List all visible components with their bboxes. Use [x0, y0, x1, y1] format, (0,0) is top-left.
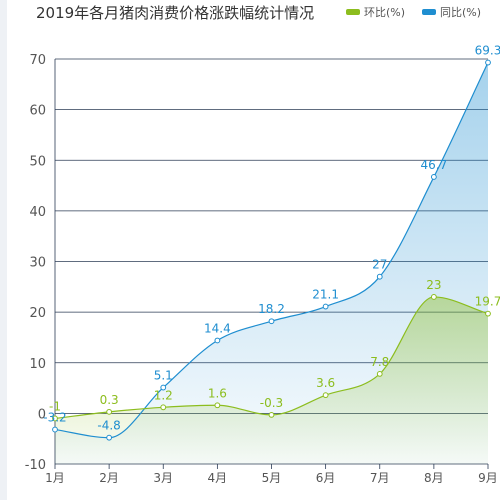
data-label-tb: 18.2: [258, 302, 285, 316]
data-point-tb: [160, 384, 167, 391]
y-tick-label: -10: [25, 458, 46, 473]
data-label-hb: 3.6: [316, 376, 335, 390]
data-label-tb: 14.4: [204, 321, 231, 335]
legend-item-hb[interactable]: 环比(%): [346, 4, 405, 20]
data-label-hb: 1.6: [208, 386, 227, 400]
x-tick-label: 9月: [478, 471, 498, 485]
data-label-tb: -3.2: [43, 411, 66, 425]
data-label-tb: 69.3: [475, 44, 500, 58]
legend-item-tb[interactable]: 同比(%): [422, 4, 481, 20]
data-point-tb: [52, 426, 58, 433]
data-point-hb: [106, 408, 113, 415]
y-tick-label: 60: [29, 104, 46, 119]
x-tick-label: 7月: [370, 471, 390, 485]
data-point-tb: [430, 174, 437, 180]
y-tick-label: 50: [29, 154, 46, 169]
x-tick-label: 2月: [99, 471, 119, 485]
legend-label-tb: 同比(%): [440, 6, 482, 19]
data-label-hb: 1.2: [154, 388, 173, 402]
y-tick-label: 20: [29, 306, 46, 321]
y-tick-label: 30: [29, 256, 46, 271]
data-label-tb: 46.7: [421, 158, 448, 172]
series-line-hb: [54, 296, 489, 420]
x-tick-label: 3月: [153, 471, 173, 485]
x-tick-label: 4月: [208, 471, 228, 485]
area-fill-tb: [55, 62, 488, 464]
data-label-hb: -1: [49, 399, 61, 413]
data-point-hb: [160, 404, 167, 411]
data-point-tb: [322, 303, 329, 310]
data-label-tb: -4.8: [97, 419, 120, 433]
legend-swatch-hb: [346, 9, 360, 15]
y-tick-label: 70: [29, 53, 46, 68]
data-label-hb: 7.8: [370, 355, 389, 369]
data-label-tb: 5.1: [154, 369, 173, 383]
data-point-hb: [268, 411, 275, 418]
data-point-tb: [106, 434, 113, 441]
data-point-tb: [214, 337, 221, 344]
data-point-tb: [485, 59, 491, 66]
data-label-hb: 23: [426, 278, 441, 292]
area-fill-hb: [55, 296, 488, 464]
x-tick-label: 1月: [45, 471, 65, 485]
data-point-hb: [376, 370, 383, 377]
x-tick-label: 8月: [424, 471, 444, 485]
left-edge-strip: [0, 0, 7, 500]
data-point-hb: [214, 402, 221, 409]
y-tick-label: 40: [29, 205, 46, 220]
data-label-hb: -0.3: [260, 396, 283, 410]
x-tick-label: 5月: [262, 471, 282, 485]
data-point-tb: [376, 273, 383, 280]
data-label-hb: 0.3: [100, 393, 119, 407]
data-point-hb: [322, 392, 329, 399]
legend-label-hb: 环比(%): [364, 6, 406, 19]
legend-swatch-tb: [422, 9, 436, 15]
data-label-hb: 19.7: [475, 295, 500, 309]
x-tick-label: 6月: [316, 471, 336, 485]
data-point-hb: [485, 310, 491, 317]
data-label-tb: 21.1: [312, 288, 339, 302]
chart-title: 2019年各月猪肉消费价格涨跌幅统计情况: [36, 4, 315, 22]
data-point-hb: [52, 415, 58, 422]
data-label-tb: 27: [372, 258, 387, 272]
data-point-hb: [430, 294, 437, 300]
y-tick-label: 0: [38, 407, 46, 422]
data-point-tb: [268, 318, 275, 325]
y-tick-label: 10: [29, 357, 46, 372]
